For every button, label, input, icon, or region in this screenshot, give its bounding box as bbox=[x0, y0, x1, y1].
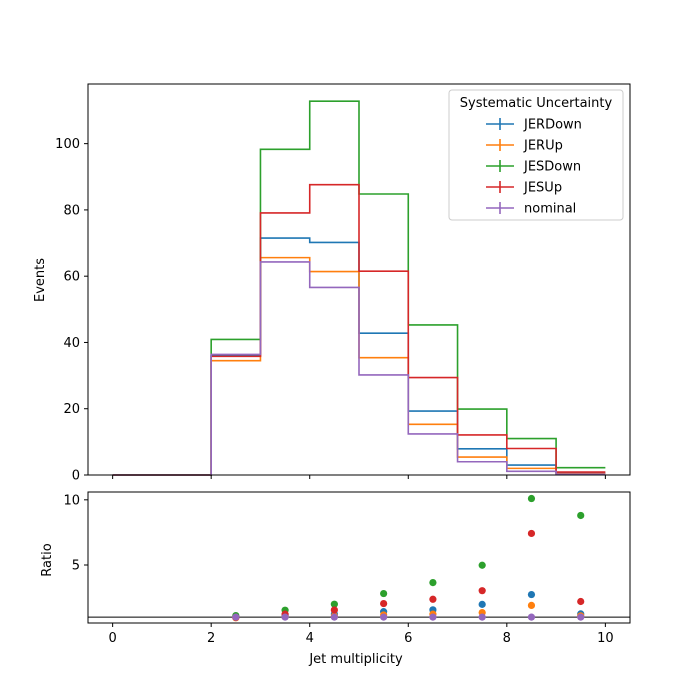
x-axis-label: Jet multiplicity bbox=[308, 652, 403, 667]
ratio-point-jesup bbox=[478, 587, 486, 595]
main-y-ticks: 0 20 40 60 80 100 bbox=[55, 137, 88, 484]
x-tick-label: 8 bbox=[503, 631, 511, 646]
legend: Systematic Uncertainty JERDown JERUp JESDo… bbox=[448, 89, 624, 221]
step-series-nominal bbox=[112, 261, 606, 476]
main-step-series bbox=[112, 100, 606, 476]
ratio-point-nominal bbox=[527, 613, 536, 621]
ratio-point-jesdown bbox=[380, 589, 388, 598]
step-series-jerup bbox=[112, 256, 606, 476]
ratio-point-jesdown bbox=[330, 600, 338, 608]
x-tick-label: 10 bbox=[597, 631, 614, 646]
ratio-point-jesdown bbox=[478, 561, 486, 569]
ratio-plot-area bbox=[88, 492, 630, 623]
legend-label-jesup: JESUp bbox=[523, 181, 562, 196]
ratio-point-nominal bbox=[232, 613, 240, 621]
x-tick-label: 0 bbox=[108, 631, 116, 646]
ratio-point-jesdown bbox=[429, 578, 437, 587]
step-series-jesdown bbox=[112, 100, 606, 476]
ratio-point-nominal bbox=[281, 613, 289, 621]
ratio-point-nominal bbox=[577, 613, 585, 621]
main-plot-frame bbox=[87, 83, 631, 476]
legend-label-nominal: nominal bbox=[524, 202, 576, 217]
y-tick-label: 40 bbox=[63, 336, 80, 351]
ratio-y-tick-label: 10 bbox=[63, 493, 80, 508]
ratio-point-jerdown bbox=[527, 590, 536, 599]
ratio-plot-frame bbox=[87, 491, 631, 624]
ratio-point-nominal bbox=[380, 613, 388, 621]
ratio-scatter-points bbox=[232, 494, 585, 622]
ratio-point-jesdown bbox=[577, 511, 585, 520]
ratio-point-nominal bbox=[478, 613, 486, 621]
legend-label-jerdown: JERDown bbox=[523, 118, 582, 133]
y-tick-label: 20 bbox=[63, 402, 80, 417]
x-tick-label: 4 bbox=[306, 631, 314, 646]
legend-label-jesdown: JESDown bbox=[523, 160, 581, 175]
x-tick-label: 6 bbox=[404, 631, 412, 646]
ratio-point-jesup bbox=[527, 529, 536, 538]
ratio-y-tick-label: 5 bbox=[72, 558, 80, 573]
y-tick-label: 60 bbox=[63, 270, 80, 285]
y-tick-label: 80 bbox=[63, 203, 80, 218]
step-series-jesup bbox=[112, 183, 606, 476]
x-tick-label: 2 bbox=[207, 631, 215, 646]
y-tick-label: 100 bbox=[55, 137, 80, 152]
ratio-point-jesdown bbox=[527, 494, 536, 503]
ratio-y-ticks: 5 10 bbox=[63, 493, 88, 573]
legend-entries: JERDown JERUp JESDown JESUp nominal bbox=[486, 118, 582, 217]
ratio-point-jesup bbox=[429, 595, 437, 603]
ratio-point-jesup bbox=[577, 597, 585, 606]
ratio-point-jesup bbox=[330, 606, 338, 614]
ratio-y-axis-label: Ratio bbox=[40, 543, 55, 576]
y-tick-label: 0 bbox=[72, 469, 80, 484]
main-x-ticks bbox=[112, 475, 606, 479]
legend-label-jerup: JERUp bbox=[523, 139, 563, 154]
ratio-point-jesup bbox=[380, 599, 388, 608]
ratio-point-jerup bbox=[527, 601, 536, 610]
ratio-panel: 0 2 4 6 8 10 5 10 Ratio Jet multiplicity bbox=[40, 491, 631, 667]
ratio-point-nominal bbox=[330, 613, 338, 621]
main-histogram-panel: 0 20 40 60 80 100 Events Systematic Uncertain… bbox=[33, 83, 631, 484]
legend-title: Systematic Uncertainty bbox=[460, 96, 613, 111]
ratio-x-ticks: 0 2 4 6 8 10 bbox=[108, 623, 614, 646]
main-y-axis-label: Events bbox=[33, 258, 48, 302]
ratio-point-nominal bbox=[429, 613, 437, 621]
ratio-point-jerdown bbox=[478, 600, 486, 608]
